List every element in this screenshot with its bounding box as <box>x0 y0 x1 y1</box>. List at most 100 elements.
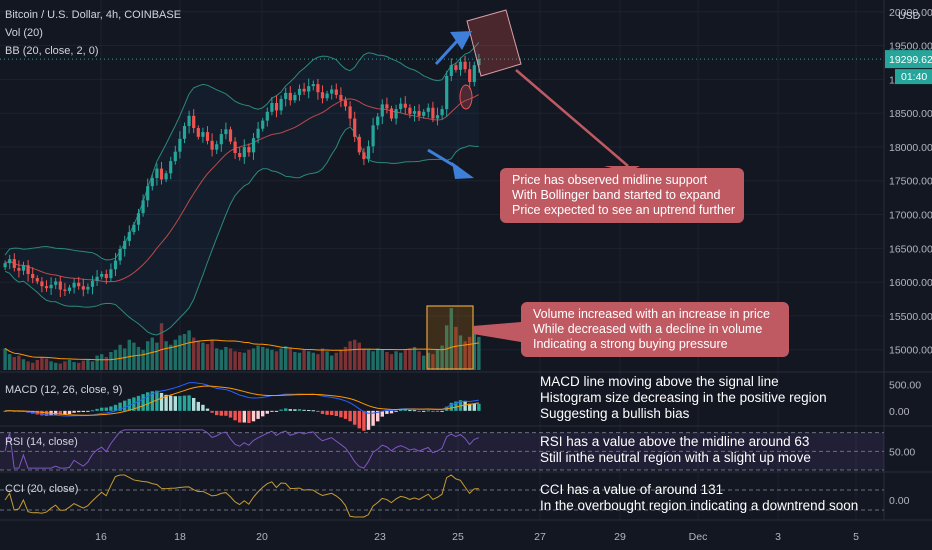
candle-body <box>205 132 210 141</box>
time-tick-label: 18 <box>174 531 186 543</box>
volume-bar <box>49 361 53 370</box>
volume-bar <box>63 361 67 370</box>
volume-bar <box>90 361 95 370</box>
bb-basis-line <box>4 94 480 283</box>
volume-bar <box>233 351 237 370</box>
candle-body <box>54 281 58 285</box>
time-tick-label: 25 <box>452 531 464 543</box>
volume-callout-line: Volume increased with an increase in pri… <box>533 307 770 321</box>
volume-bar <box>325 351 329 370</box>
volume-bar <box>77 362 81 370</box>
candle-body <box>334 89 338 95</box>
volume-bar <box>242 352 246 370</box>
volume-bar <box>279 348 283 370</box>
volume-bar <box>449 308 453 370</box>
volume-bar <box>422 355 426 370</box>
candle-body <box>127 232 131 241</box>
candle-body <box>132 224 136 233</box>
macd-histogram-bar <box>389 410 394 414</box>
macd-histogram-bar <box>173 396 177 411</box>
candle-body <box>274 103 279 111</box>
macd-histogram-bar <box>270 410 274 412</box>
candle-body <box>417 111 421 116</box>
volume-callout-line: While decreased with a decline in volume <box>533 322 763 336</box>
macd-histogram-bar <box>169 395 173 411</box>
volume-callout: Volume increased with an increase in pri… <box>521 302 789 357</box>
candle-body <box>265 111 269 121</box>
macd-histogram-bar <box>366 410 371 430</box>
macd-histogram-bar <box>376 410 380 422</box>
price-tick-label: 15000.00 <box>889 345 932 357</box>
macd-tick-label: 0.00 <box>889 406 910 418</box>
macd-histogram-bar <box>159 392 164 411</box>
macd-histogram-bar <box>58 410 62 415</box>
rsi-label: RSI (14, close) <box>5 436 78 448</box>
candle-body <box>242 146 246 158</box>
macd-histogram-bar <box>408 410 412 412</box>
candle-body <box>109 269 113 279</box>
countdown-label: 01:40 <box>901 71 927 83</box>
volume-bar <box>127 339 131 370</box>
macd-label: MACD (12, 26, close, 9) <box>5 384 123 396</box>
current-price-tag <box>885 50 932 69</box>
macd-histogram-bar <box>311 410 315 412</box>
macd-histogram-bar <box>403 409 407 411</box>
candle-body <box>311 84 315 87</box>
rsi-note: RSI has a value above the midline around… <box>540 434 811 466</box>
candle-body <box>182 125 187 139</box>
macd-histogram-bar <box>155 390 159 411</box>
volume-bar <box>320 348 325 370</box>
macd-histogram-bar <box>164 394 168 411</box>
macd-histogram-bar <box>265 410 269 414</box>
candle-body <box>297 88 302 95</box>
macd-histogram-bar <box>426 410 430 412</box>
candle-body <box>104 274 108 279</box>
bb-lower-line <box>4 126 479 336</box>
candle-body <box>389 108 394 119</box>
macd-histogram-bar <box>353 410 357 425</box>
volume-bar <box>35 359 39 370</box>
macd-histogram-bar <box>339 410 343 418</box>
volume-bar <box>440 345 444 370</box>
volume-bar <box>81 360 85 370</box>
macd-histogram-bar <box>100 407 104 411</box>
candle-body <box>408 107 412 114</box>
macd-histogram-bar <box>205 408 210 411</box>
candle-body <box>284 92 288 99</box>
macd-histogram-bar <box>412 410 417 412</box>
volume-bar <box>247 349 251 370</box>
candle-body <box>164 173 168 180</box>
macd-histogram-bar <box>77 410 81 413</box>
volume-bar <box>417 351 421 370</box>
macd-histogram-bar <box>44 410 49 416</box>
candle-body <box>412 111 417 114</box>
candle-body <box>187 115 191 126</box>
cci-note-line: CCI has a value of around 131 <box>540 482 724 497</box>
volume-bar <box>366 349 371 370</box>
macd-histogram-bar <box>127 398 131 411</box>
macd-histogram-bar <box>399 410 403 412</box>
volume-bar <box>330 355 334 370</box>
volume-bar <box>339 349 343 370</box>
volume-bar <box>40 357 44 370</box>
candle-body <box>169 161 173 174</box>
volume-bar <box>284 346 288 370</box>
macd-histogram-bar <box>463 400 467 411</box>
volume-bar <box>380 349 384 370</box>
macd-histogram-bar <box>449 402 453 411</box>
volume-bar <box>311 352 315 370</box>
candle-body <box>196 128 200 137</box>
candle-body <box>380 104 384 117</box>
macd-histogram-bar <box>63 410 67 415</box>
candle-body <box>95 276 99 281</box>
candle-body <box>261 120 265 129</box>
volume-bar <box>426 352 430 370</box>
candle-body <box>353 118 357 137</box>
candle-body <box>210 140 214 150</box>
candle-body <box>302 88 306 92</box>
macd-histogram-bar <box>215 410 219 416</box>
price-tick-label: 16500.00 <box>889 243 932 255</box>
price-tick-label: 19500.00 <box>889 41 932 53</box>
volume-bar <box>343 346 348 370</box>
